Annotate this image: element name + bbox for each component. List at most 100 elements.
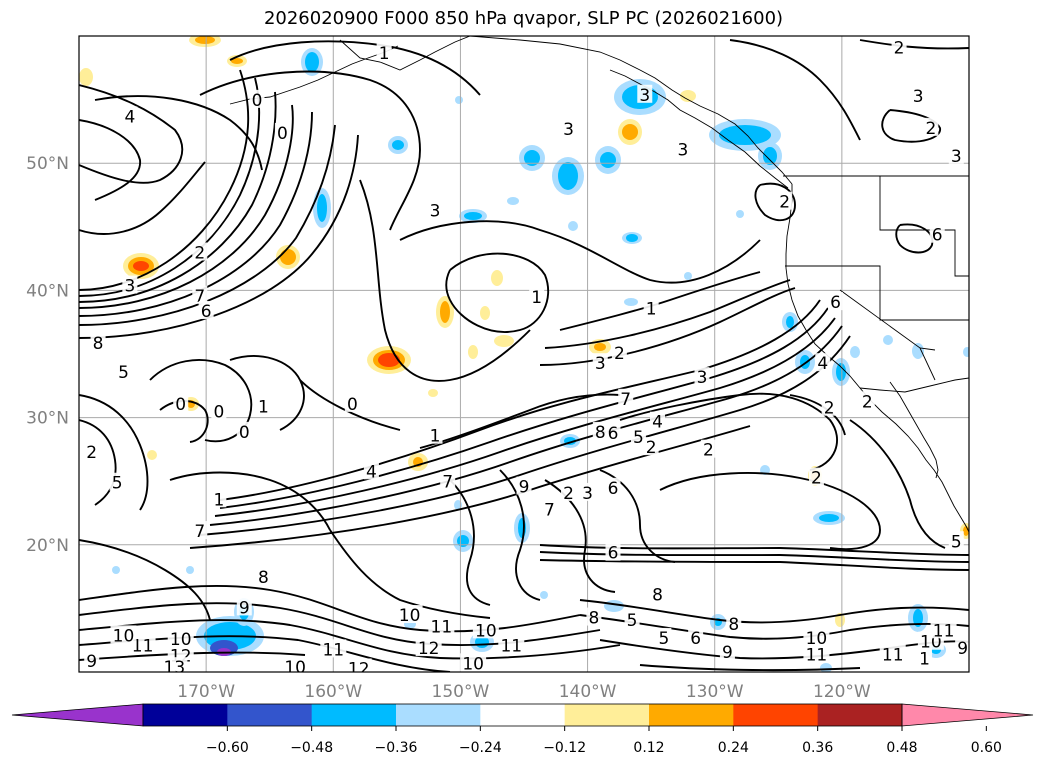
slp-contour-line (79, 584, 581, 633)
colorbar-tick-label: 0.48 (886, 740, 917, 756)
negative-anomaly (464, 212, 482, 220)
contour-label-background (650, 411, 665, 430)
map-frame (78, 35, 970, 673)
contour-label-background (586, 607, 602, 626)
contour-label: 6 (932, 226, 943, 246)
contour-label-background (282, 657, 309, 672)
contour-label-background (803, 627, 830, 646)
negative-anomaly (626, 234, 638, 242)
longitude-label: 140°W (559, 682, 617, 702)
contour-label-background (948, 145, 964, 164)
contour-label-background (90, 332, 106, 351)
contour-label-background (605, 542, 621, 561)
contour-label-background (249, 89, 265, 108)
slp-contour-line (79, 91, 277, 303)
slp-contour-line (619, 392, 838, 471)
colorbar-segment (564, 704, 650, 726)
contour-label-background (529, 287, 545, 306)
arizona-border (919, 347, 936, 381)
slp-contour-line (881, 109, 941, 143)
colorbar-segment (733, 704, 819, 726)
contour-label: 4 (817, 354, 828, 374)
contour-label-background (828, 292, 843, 311)
colorbar-tick-label: 0.36 (802, 740, 833, 756)
colorbar-min-extension (11, 703, 144, 727)
contour-label: 3 (913, 87, 924, 107)
contour-label: 2 (614, 344, 625, 364)
colorbar-tick-label: −0.24 (459, 740, 502, 756)
negative-anomaly (912, 343, 924, 359)
colorbar-segment (227, 704, 313, 726)
contour-label: 11 (806, 645, 828, 665)
contour-label-background (255, 566, 271, 585)
contour-label: 11 (132, 637, 154, 657)
contour-label-background (396, 605, 423, 624)
slp-contour-line (359, 179, 531, 382)
contour-label: 3 (124, 277, 135, 297)
slp-contour-line (79, 124, 336, 326)
negative-anomaly (186, 566, 194, 574)
contour-label-background (427, 200, 443, 219)
contour-label: 5 (118, 363, 129, 383)
contour-label-background (726, 613, 742, 632)
contour-label-background (255, 396, 271, 415)
contour-label-background (917, 648, 932, 667)
colorbar-tick-label: −0.12 (543, 740, 586, 756)
contour-label: 1 (531, 288, 542, 308)
contour-label-background (541, 499, 557, 518)
contour-label-background (192, 285, 208, 304)
slp-contour-line (579, 599, 969, 624)
colorbar-segment (817, 704, 903, 726)
contour-label-background (624, 610, 640, 629)
panhandle-islands (609, 69, 789, 189)
contour-label: 10 (113, 626, 135, 646)
slp-contour-line (229, 355, 305, 431)
latitude-label: 20°N (26, 536, 69, 556)
contour-label-background (440, 471, 456, 490)
positive-anomaly (491, 270, 503, 286)
slp-contour-line (199, 70, 421, 231)
negative-anomaly (624, 298, 638, 306)
contour-label-background (498, 635, 525, 654)
contour-label-background (930, 620, 957, 639)
contour-label: 2 (811, 469, 822, 489)
contour-label: 2 (824, 399, 835, 419)
contour-label: 9 (86, 652, 97, 672)
contour-label: 12 (348, 659, 370, 679)
contour-label-background (116, 362, 131, 381)
positive-anomaly (428, 389, 438, 397)
contour-label: 6 (201, 302, 212, 322)
contour-label: 3 (595, 354, 606, 374)
contour-label: 0 (175, 395, 186, 415)
contour-label: 2 (703, 441, 714, 461)
negative-anomaly (540, 591, 548, 599)
negative-anomaly (305, 52, 319, 72)
negative-anomaly (913, 609, 923, 627)
contour-label: 1 (919, 649, 930, 669)
contour-label: 1 (646, 299, 657, 319)
us-mexico-border (859, 377, 969, 393)
contour-label-background (460, 653, 487, 672)
contour-label-background (472, 620, 499, 639)
negative-anomaly (819, 514, 839, 522)
slp-contour-line (79, 419, 117, 506)
contour-label: 1 (430, 427, 441, 447)
contour-label-background (694, 367, 710, 386)
contour-label-background (198, 301, 214, 320)
contour-label-background (592, 421, 608, 440)
contour-label-background (929, 224, 945, 243)
contour-label: 5 (112, 474, 123, 494)
colorbar-segment (480, 704, 566, 726)
contour-label-background (561, 482, 576, 501)
colorbar-segment (649, 704, 734, 726)
contour-label-background (719, 641, 735, 660)
contour-label-background (700, 439, 716, 458)
contour-label-background (859, 391, 875, 410)
contour-label: 5 (658, 629, 669, 649)
positive-anomaly (440, 301, 450, 323)
slp-contour-layer (79, 39, 969, 672)
contour-label-background (923, 117, 939, 136)
contour-label-background (320, 639, 347, 658)
contour-label-background (955, 638, 969, 657)
